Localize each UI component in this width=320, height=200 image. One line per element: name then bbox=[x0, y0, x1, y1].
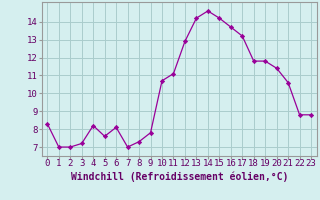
X-axis label: Windchill (Refroidissement éolien,°C): Windchill (Refroidissement éolien,°C) bbox=[70, 171, 288, 182]
